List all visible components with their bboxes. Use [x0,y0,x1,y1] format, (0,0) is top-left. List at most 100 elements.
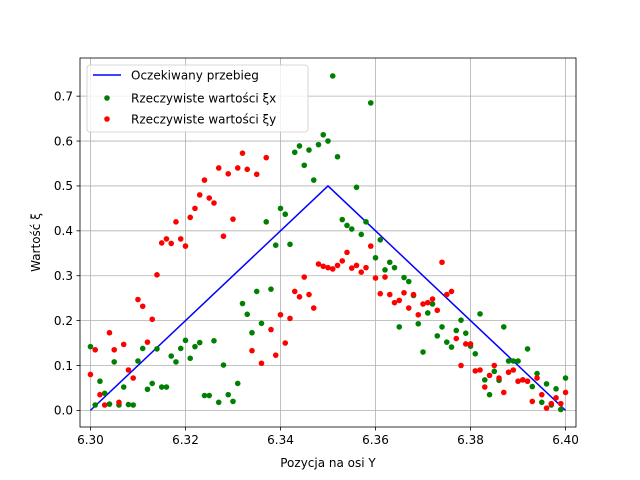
data-point-xi-x [443,339,450,345]
data-point-xi-y [249,347,255,354]
data-point-xi-y [491,362,498,369]
data-point-xi-y [111,346,118,353]
data-point-xi-x [291,149,298,156]
data-point-xi-x [529,383,536,390]
data-point-xi-y [168,240,175,247]
data-point-xi-x [310,177,317,183]
data-point-xi-x [234,380,241,387]
data-point-xi-y [553,395,559,401]
data-point-xi-x [500,324,507,330]
data-point-xi-x [277,205,284,212]
data-point-xi-y [410,291,417,298]
axes-frame [79,57,577,428]
data-point-xi-y [377,290,384,297]
data-point-xi-x [135,358,141,364]
data-point-xi-y [158,240,165,246]
data-point-xi-y [258,360,265,367]
data-point-xi-x [315,141,322,148]
data-point-xi-y [182,243,189,249]
y-tick-label: 0.5 [54,179,73,193]
data-point-xi-y [144,339,151,345]
x-tick-label: 6.38 [457,433,484,447]
y-axis-label: Wartość ξ [29,213,43,272]
data-point-xi-y [87,371,94,378]
data-point-xi-x [377,237,384,243]
data-point-xi-x [201,392,208,399]
data-point-xi-x [154,346,160,352]
data-point-xi-y [429,296,436,302]
data-point-xi-y [434,307,441,314]
data-point-xi-y [135,296,141,303]
data-point-xi-y [234,165,241,171]
data-point-xi-x [424,310,431,316]
data-point-xi-y [239,150,246,156]
data-point-xi-x [562,375,569,381]
data-point-xi-x [163,384,170,390]
data-point-xi-y [192,205,198,212]
data-point-xi-x [125,401,132,408]
data-point-xi-y [396,297,403,304]
data-point-xi-y [424,299,431,306]
data-point-xi-y [187,214,194,221]
data-point-xi-y [277,311,284,318]
data-point-xi-y [201,177,208,183]
data-point-xi-x [339,216,346,223]
data-point-xi-x [325,138,331,144]
data-point-xi-y [486,372,493,379]
y-tick-label: 0.6 [54,134,73,148]
data-point-xi-x [462,330,469,336]
data-point-xi-x [130,402,137,408]
data-point-xi-x [491,368,498,375]
data-point-xi-y [448,288,455,295]
data-point-xi-y [458,362,464,369]
data-point-xi-y [296,294,303,300]
legend-entry-expected: Oczekiwany przebieg [131,69,259,83]
data-point-xi-y [306,291,312,298]
data-point-xi-y [529,398,536,405]
data-point-xi-y [177,236,184,242]
data-point-xi-x [515,358,521,364]
data-point-xi-y [97,391,103,398]
data-point-xi-y [515,378,521,385]
data-point-xi-x [196,339,203,346]
data-point-xi-x [230,398,236,405]
data-point-xi-y [310,305,317,311]
data-point-xi-x [168,353,175,359]
data-point-xi-y [510,367,517,373]
x-tick-label: 6.30 [77,433,104,447]
data-point-xi-y [401,289,407,296]
data-point-xi-x [505,358,512,364]
y-tick-label: 0.7 [54,89,73,103]
data-point-xi-y [173,219,179,225]
data-point-xi-y [391,299,398,306]
data-point-xi-x [401,274,407,281]
y-tick-label: 0.1 [54,359,73,373]
data-point-xi-y [139,303,146,310]
data-point-xi-x [287,241,293,248]
data-point-xi-x [367,100,374,106]
data-point-xi-x [239,300,246,307]
data-point-xi-x [372,254,379,261]
axis-ticks: 6.30 6.32 6.34 6.36 6.38 6.40 0.0 0.1 0.2 0.3 0.4 0… [54,89,579,447]
data-point-xi-y [462,341,469,347]
data-point-xi-x [87,343,94,350]
data-point-xi-y [211,200,217,206]
data-point-xi-x [220,362,227,368]
data-point-xi-x [334,153,341,160]
data-point-xi-y [329,266,336,272]
data-point-xi-x [320,131,327,138]
data-point-xi-x [510,358,517,364]
data-point-xi-y [481,384,488,390]
data-point-xi-y [496,375,502,381]
data-point-xi-y [253,171,260,178]
data-point-xi-x [448,344,455,350]
data-point-xi-x [101,390,108,397]
data-point-xi-x [538,399,545,406]
data-point-xi-x [557,406,564,413]
data-point-xi-x [543,381,550,387]
data-point-xi-y [206,195,213,201]
data-point-xi-x [353,184,360,191]
data-point-xi-y [334,262,341,269]
data-point-xi-y [196,192,203,198]
